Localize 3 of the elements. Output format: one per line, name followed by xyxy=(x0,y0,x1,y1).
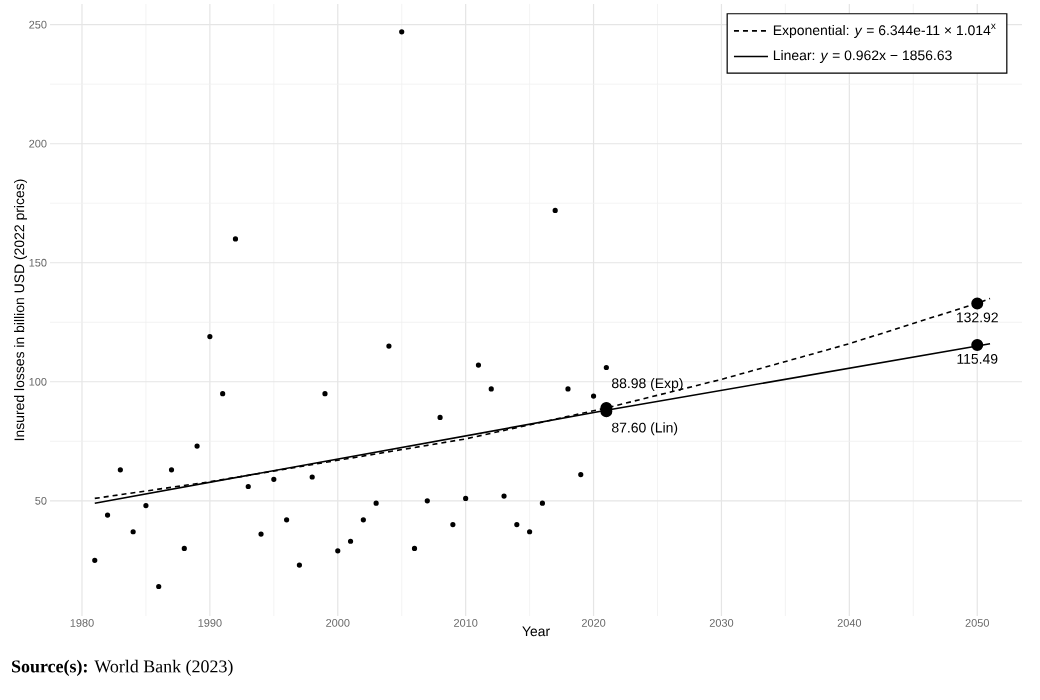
point xyxy=(971,297,984,310)
point xyxy=(971,338,984,351)
text: Source(s): World Bank (2023) xyxy=(12,659,233,677)
